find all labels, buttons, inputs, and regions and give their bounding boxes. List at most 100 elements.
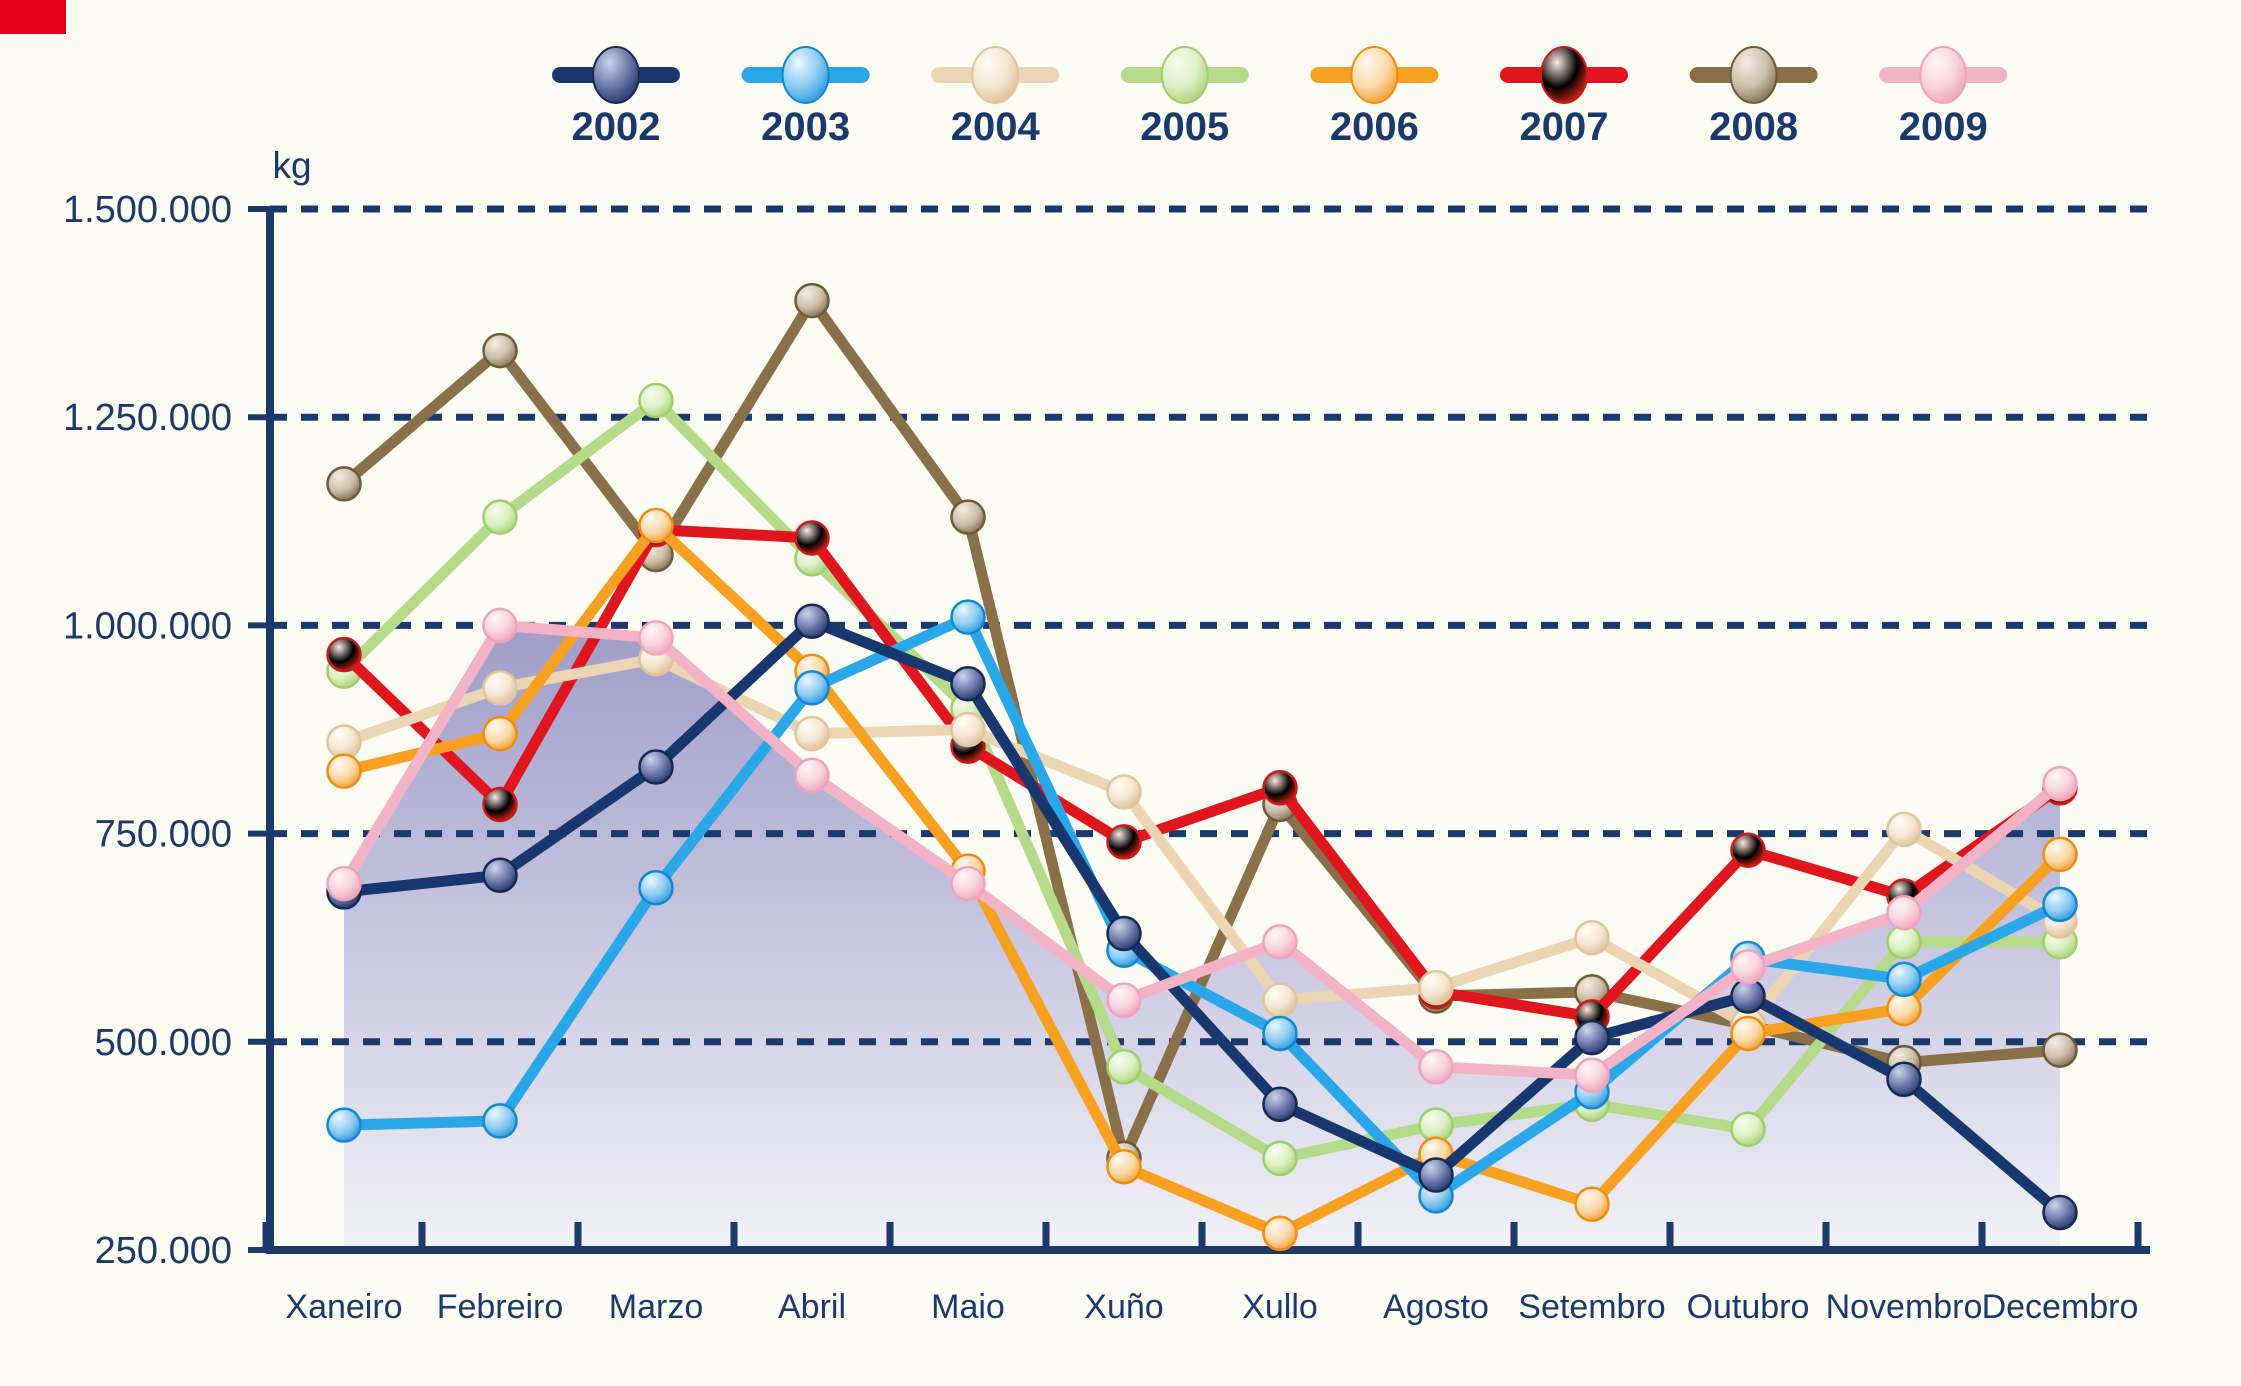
data-point-2002-Novembro: [1886, 1061, 1922, 1098]
data-point-2004-Febreiro: [482, 670, 518, 706]
x-axis-label-Xullo: Xullo: [1242, 1288, 1318, 1326]
data-point-2003-Abril: [794, 670, 830, 706]
series-line-2006: [338, 519, 2066, 1239]
data-point-2007-Abril: [794, 520, 830, 556]
series-line-2009: [338, 619, 2066, 1081]
data-point-2005-Febreiro: [482, 499, 518, 535]
data-point-2003-Maio: [950, 599, 986, 635]
legend-item-2002: 2002: [552, 46, 680, 149]
data-point-2008-Xaneiro: [326, 466, 362, 502]
data-point-2008-Maio: [950, 499, 986, 535]
data-point-2006-Xaneiro: [326, 753, 362, 789]
x-axis-label-Abril: Abril: [778, 1288, 846, 1326]
legend-marker-icon: [1919, 46, 1968, 104]
data-point-2003-Marzo: [638, 869, 674, 906]
series-line-2005: [338, 395, 2066, 1164]
legend-marker-icon: [1350, 46, 1399, 104]
legend-label: 2004: [951, 105, 1041, 149]
data-point-2009-Xullo: [1262, 924, 1298, 960]
data-point-2004-Novembro: [1886, 811, 1922, 848]
data-point-2005-Xuño: [1106, 1049, 1142, 1085]
y-axis-unit-label: kg: [272, 145, 311, 186]
data-point-2002-Febreiro: [482, 857, 518, 893]
data-point-2007-Xuño: [1106, 824, 1142, 860]
x-axis-label-Maio: Maio: [931, 1288, 1005, 1326]
data-point-2009-Setembro: [1574, 1057, 1610, 1093]
legend-item-2004: 2004: [931, 46, 1060, 149]
data-point-2006-Decembro: [2042, 836, 2078, 873]
x-axis-label-Febreiro: Febreiro: [437, 1288, 564, 1326]
legend-marker-icon: [1729, 46, 1778, 104]
x-axis-label-Setembro: Setembro: [1518, 1288, 1665, 1326]
y-axis-label-750.000: 750.000: [95, 814, 232, 856]
data-point-2009-Outubro: [1730, 949, 1766, 985]
legend-item-2006: 2006: [1310, 46, 1439, 149]
x-axis-label-Marzo: Marzo: [609, 1288, 703, 1326]
data-point-2008-Abril: [794, 282, 830, 319]
data-point-2006-Outubro: [1730, 1015, 1766, 1052]
x-axis-label-Decembro: Decembro: [1982, 1288, 2139, 1326]
legend-label: 2006: [1330, 105, 1419, 149]
data-point-2002-Agosto: [1418, 1157, 1454, 1193]
axes: [266, 209, 2150, 1254]
data-point-2009-Febreiro: [482, 607, 518, 644]
y-axis-label-1.000.000: 1.000.000: [63, 605, 232, 647]
data-point-2005-Outubro: [1730, 1111, 1766, 1147]
data-point-2009-Agosto: [1418, 1049, 1454, 1085]
legend-label: 2009: [1899, 105, 1988, 149]
legend-marker-icon: [781, 46, 830, 104]
data-point-2003-Xullo: [1262, 1015, 1298, 1052]
legend-item-2003: 2003: [741, 46, 870, 149]
data-point-2003-Febreiro: [482, 1103, 518, 1139]
legend-label: 2005: [1140, 105, 1229, 149]
data-point-2009-Xaneiro: [326, 865, 362, 902]
x-axis-label-Agosto: Agosto: [1383, 1288, 1489, 1326]
y-axis-label-1.500.000: 1.500.000: [63, 189, 232, 231]
series-line-2004: [338, 653, 2066, 1031]
legend-item-2005: 2005: [1120, 46, 1249, 149]
x-axis-label-Outubro: Outubro: [1687, 1288, 1810, 1326]
data-point-2006-Febreiro: [482, 715, 518, 752]
legend-label: 2002: [572, 105, 661, 149]
legend-marker-icon: [1540, 46, 1588, 104]
data-point-2004-Setembro: [1574, 919, 1610, 956]
data-point-2006-Xullo: [1262, 1215, 1298, 1252]
data-point-2002-Marzo: [638, 749, 674, 785]
data-point-2009-Abril: [794, 757, 830, 794]
y-axis-label-500.000: 500.000: [95, 1022, 232, 1064]
legend-item-2007: 2007: [1500, 46, 1628, 149]
data-point-2005-Xullo: [1262, 1140, 1298, 1177]
series-2005: [326, 382, 2078, 1177]
legend-label: 2008: [1709, 105, 1798, 149]
y-axis-label-250.000: 250.000: [95, 1230, 232, 1272]
series-line-2007: [338, 524, 2066, 1023]
legend: 2002 2003 2004 2005 2006 2007 2008 2009: [552, 46, 2008, 149]
legend-label: 2007: [1520, 105, 1609, 149]
y-axis-label-1.250.000: 1.250.000: [63, 397, 232, 439]
legend-marker-icon: [592, 46, 640, 104]
data-point-2005-Marzo: [638, 382, 674, 419]
data-point-2007-Febreiro: [482, 786, 518, 823]
data-point-2009-Decembro: [2042, 765, 2078, 802]
data-point-2008-Decembro: [2042, 1032, 2078, 1068]
data-point-2009-Maio: [950, 865, 986, 902]
data-point-2003-Decembro: [2042, 886, 2078, 923]
data-point-2003-Novembro: [1886, 961, 1922, 998]
series-2009: [326, 607, 2078, 1093]
data-point-2007-Xullo: [1262, 770, 1298, 806]
data-point-2004-Xuño: [1106, 774, 1142, 810]
legend-item-2009: 2009: [1879, 46, 2008, 149]
data-point-2004-Abril: [794, 715, 830, 752]
red-corner-mark: [0, 0, 66, 34]
data-point-2007-Outubro: [1730, 832, 1766, 869]
data-point-2002-Xuño: [1106, 915, 1142, 952]
data-point-2009-Marzo: [638, 620, 674, 656]
data-point-2002-Setembro: [1574, 1019, 1610, 1056]
legend-item-2008: 2008: [1689, 46, 1818, 149]
data-point-2002-Maio: [950, 665, 986, 702]
area-fill-2009: [344, 625, 2060, 1250]
legend-marker-icon: [1160, 46, 1209, 104]
data-point-2004-Agosto: [1418, 969, 1454, 1006]
